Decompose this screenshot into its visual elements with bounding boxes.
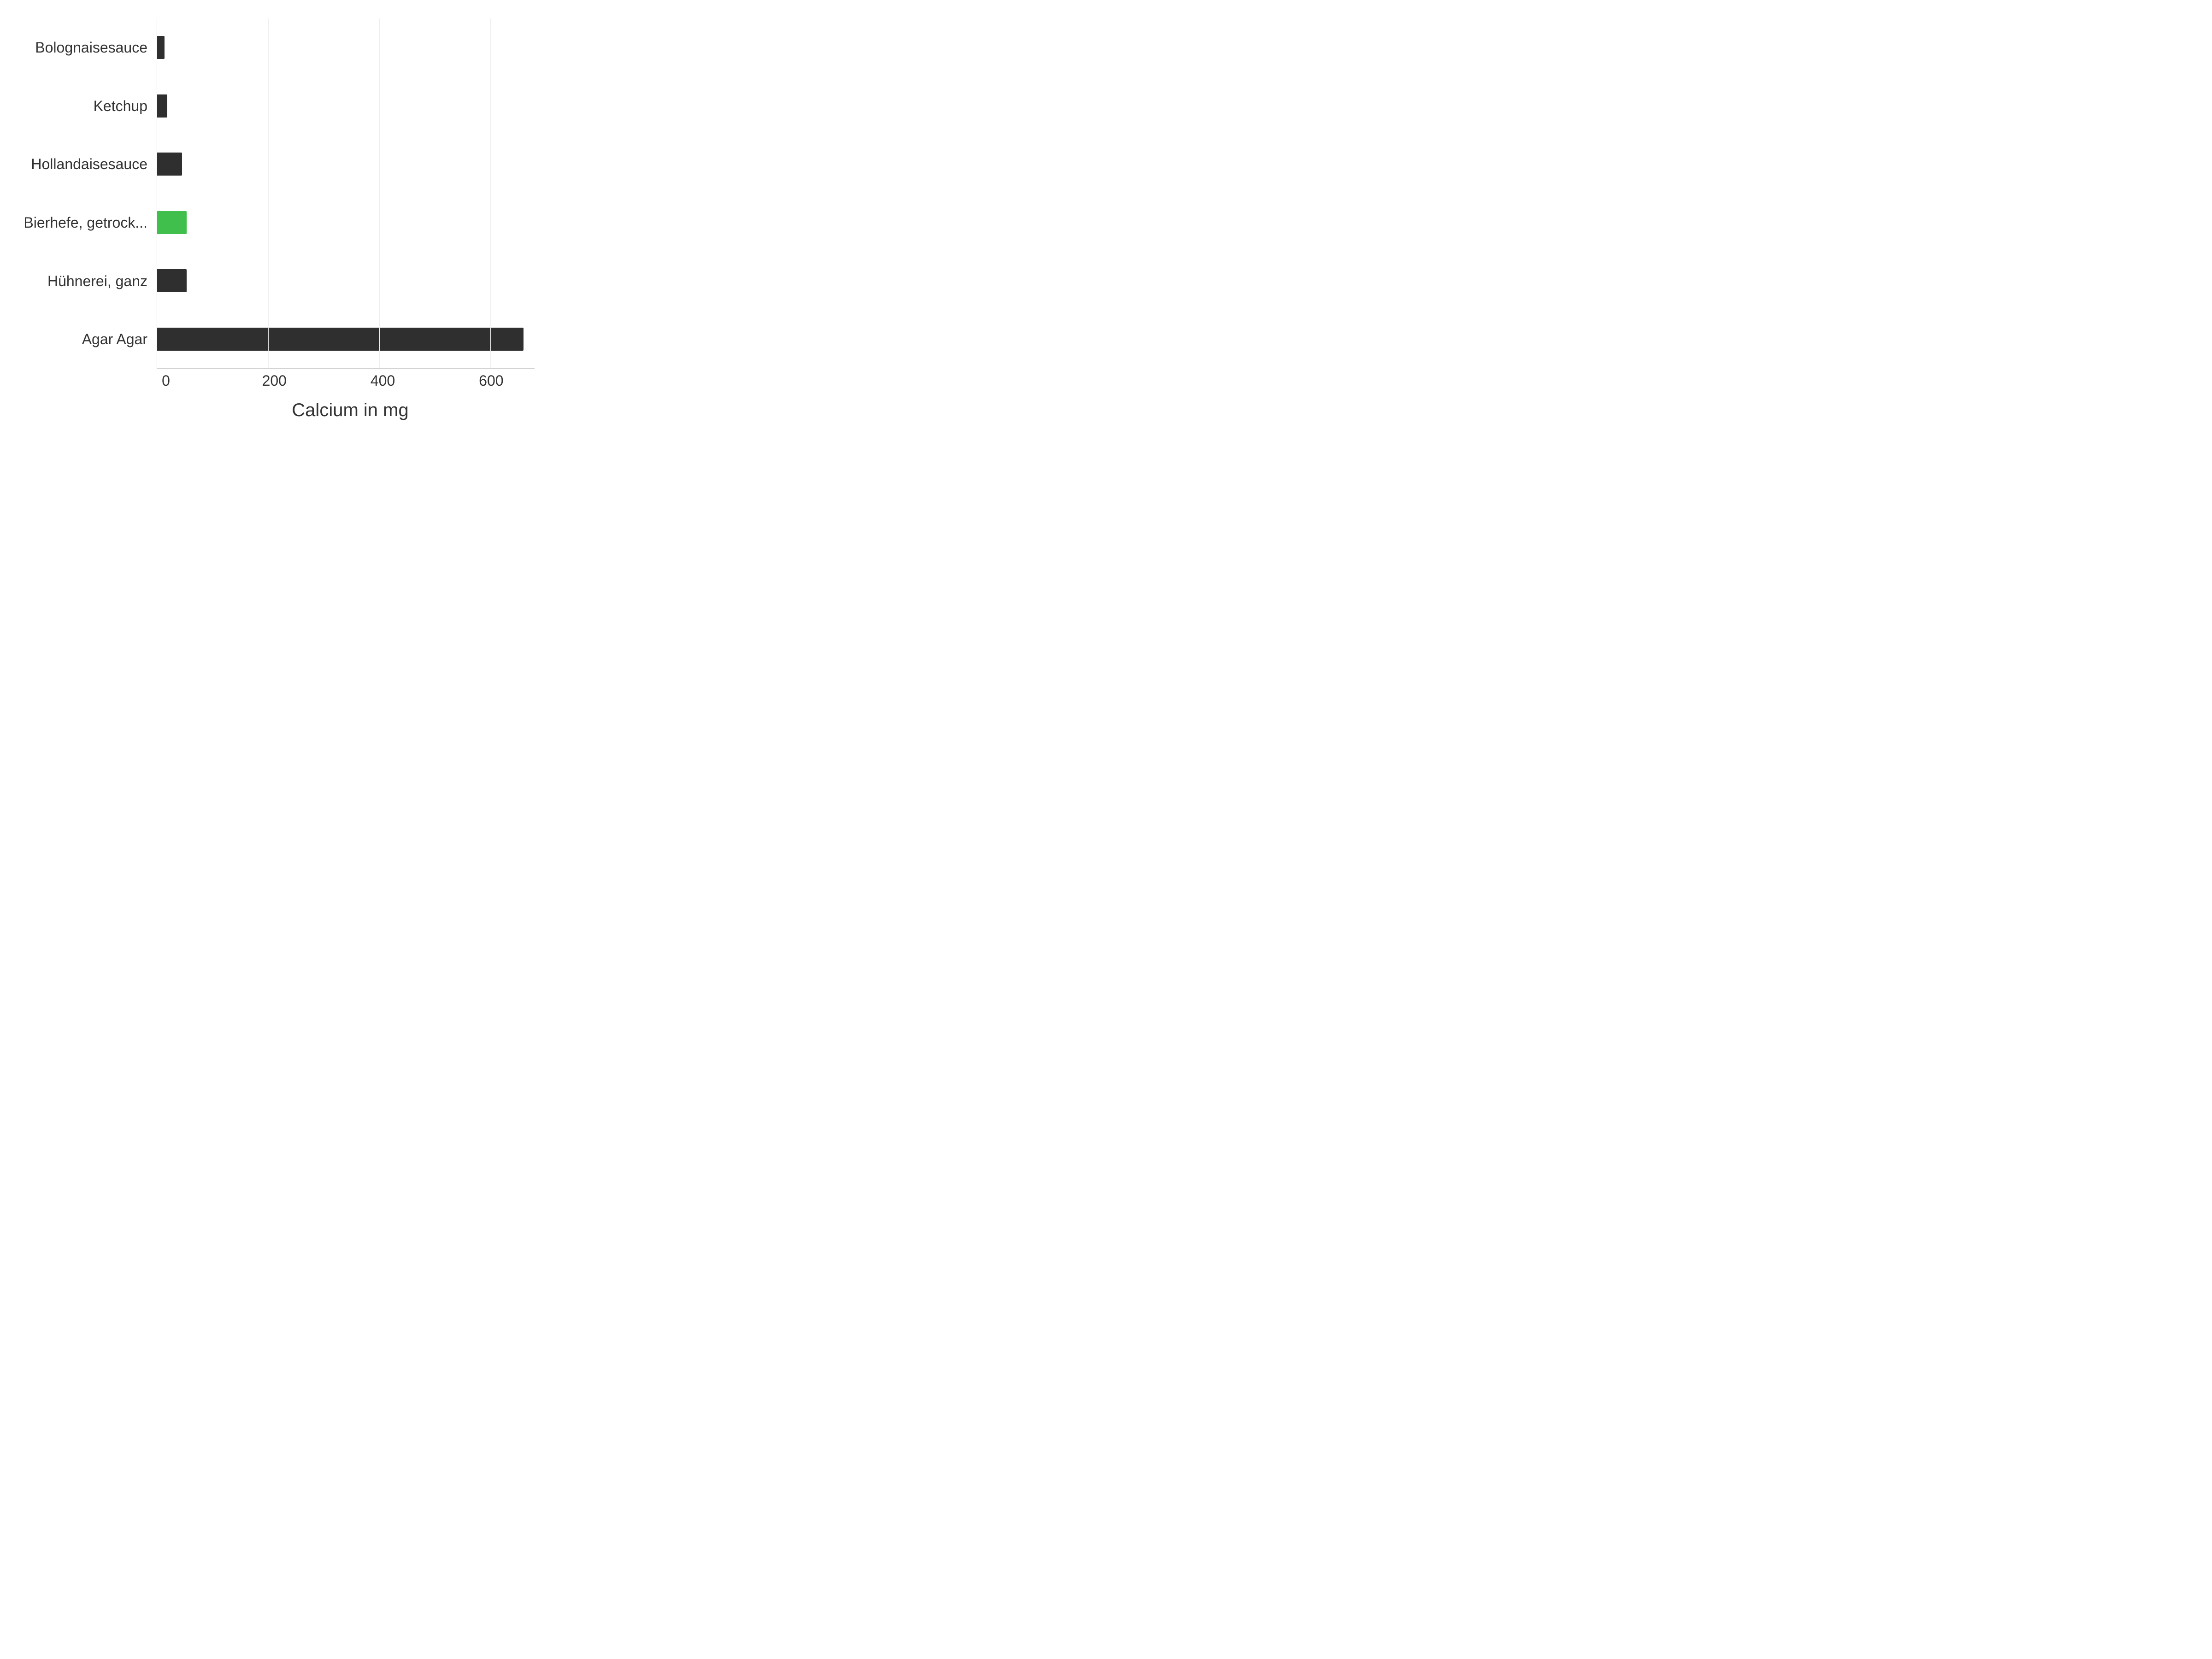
bar [157,36,165,59]
y-axis-label: Ketchup [18,97,147,115]
plot-area [157,18,535,369]
bar-row [157,153,535,176]
x-tick-label: 200 [262,372,287,389]
x-axis-spacer [18,372,166,395]
y-axis-label: Hühnerei, ganz [18,272,147,290]
x-axis: 0 200 400 600 [18,372,535,395]
chart-body: Bolognaisesauce Ketchup Hollandaisesauce Bi… [18,18,535,369]
bars-container [157,18,535,368]
bar-row [157,328,535,351]
grid-line [490,18,491,368]
bar [157,328,524,351]
x-axis-ticks: 0200400600 [166,372,535,395]
bar-row [157,269,535,292]
bar-highlighted [157,211,187,234]
bar [157,94,167,118]
y-axis-label: Agar Agar [18,330,147,348]
x-title-row: Calcium in mg [18,395,535,421]
grid-line [268,18,269,368]
calcium-bar-chart: Bolognaisesauce Ketchup Hollandaisesauce Bi… [0,0,553,415]
y-axis-labels: Bolognaisesauce Ketchup Hollandaisesauce Bi… [18,18,157,369]
bar-row [157,211,535,234]
grid-line [379,18,380,368]
x-title-spacer [18,395,166,421]
x-axis-title: Calcium in mg [166,400,535,421]
y-axis-label: Bolognaisesauce [18,39,147,56]
bar-row [157,94,535,118]
y-axis-label: Bierhefe, getrock... [18,214,147,231]
x-tick-label: 600 [479,372,503,389]
x-tick-label: 400 [371,372,395,389]
bar-row [157,36,535,59]
bar [157,153,182,176]
x-tick-label: 0 [162,372,170,389]
y-axis-label: Hollandaisesauce [18,155,147,173]
bar [157,269,187,292]
